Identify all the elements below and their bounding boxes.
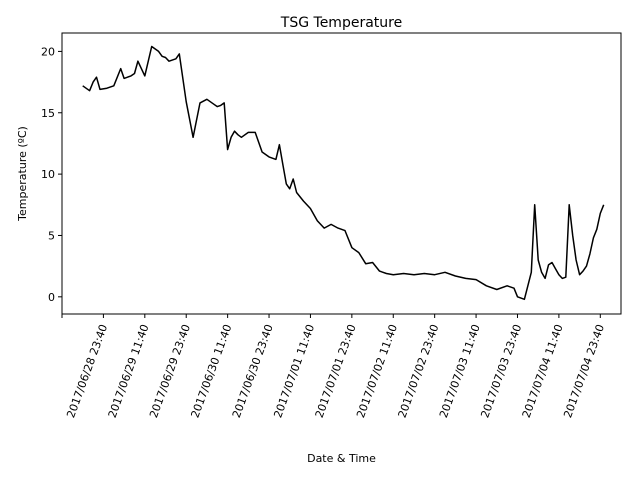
x-tick-label: 2017/06/30 23:40 xyxy=(230,323,276,420)
y-axis: 0 5 10 15 20 xyxy=(41,45,62,304)
x-tick-label: 2017/06/29 23:40 xyxy=(147,323,193,420)
y-tick-label: 15 xyxy=(41,107,55,120)
y-tick-label: 10 xyxy=(41,168,55,181)
y-tick-label: 20 xyxy=(41,45,55,58)
x-tick-label: 2017/07/04 11:40 xyxy=(520,323,566,420)
x-tick-label: 2017/07/03 11:40 xyxy=(437,323,483,420)
temperature-series-line xyxy=(82,45,605,301)
x-tick-label: 2017/07/01 23:40 xyxy=(313,323,359,420)
x-axis-label: Date & Time xyxy=(307,452,376,465)
chart-title: TSG Temperature xyxy=(280,15,402,31)
x-tick-label: 2017/07/03 23:40 xyxy=(478,323,524,420)
y-tick-label: 5 xyxy=(48,229,55,242)
plot-frame xyxy=(61,32,622,315)
x-tick-label: 2017/07/01 11:40 xyxy=(271,323,317,420)
x-tick-label: 2017/07/04 23:40 xyxy=(561,323,607,420)
x-tick-label: 2017/06/29 11:40 xyxy=(106,323,152,420)
y-tick-label: 0 xyxy=(48,291,55,304)
x-tick-label: 2017/06/28 23:40 xyxy=(64,323,110,420)
x-tick-label: 2017/07/02 11:40 xyxy=(354,323,400,420)
series-layer xyxy=(82,45,605,301)
x-tick-label: 2017/07/02 23:40 xyxy=(396,323,442,420)
y-axis-label: Temperature (ºC) xyxy=(16,126,29,222)
x-tick-label: 2017/06/30 11:40 xyxy=(189,323,235,420)
